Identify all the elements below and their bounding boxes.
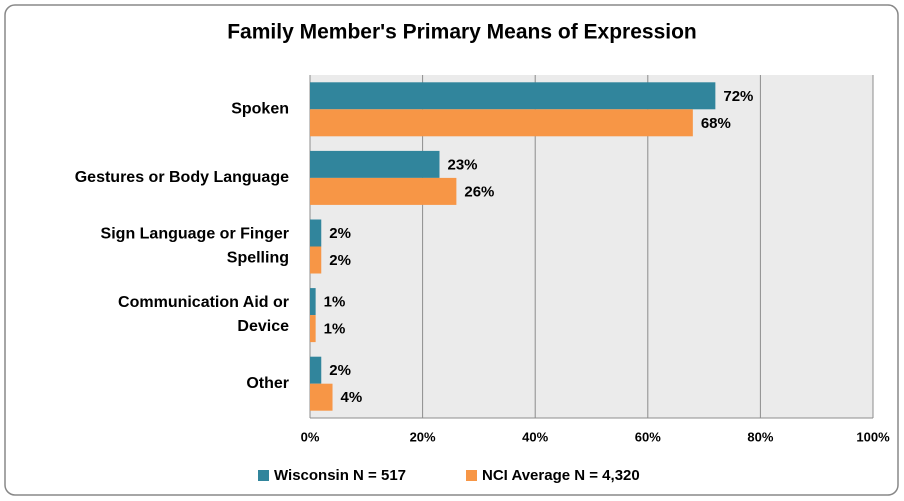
bar <box>310 383 333 411</box>
y-tick-label: Other <box>246 375 289 392</box>
data-label: 2% <box>329 225 351 242</box>
bar <box>310 315 316 343</box>
bar <box>310 150 440 178</box>
data-label: 68% <box>701 115 731 132</box>
x-tick-label: 80% <box>747 429 773 444</box>
bar <box>310 288 316 316</box>
bar <box>310 109 693 137</box>
bar <box>310 219 322 247</box>
y-tick-label: Spoken <box>231 101 289 118</box>
data-label: 1% <box>324 321 346 338</box>
x-tick-label: 40% <box>522 429 548 444</box>
legend-label: NCI Average N = 4,320 <box>482 467 640 484</box>
data-label: 4% <box>341 389 363 406</box>
data-label: 2% <box>329 252 351 269</box>
x-tick-label: 0% <box>301 429 320 444</box>
legend-label: Wisconsin N = 517 <box>274 467 406 484</box>
legend-swatch <box>258 470 269 481</box>
y-tick-label: Gestures or Body Language <box>75 169 289 186</box>
x-tick-label: 60% <box>635 429 661 444</box>
data-label: 72% <box>723 88 753 105</box>
data-label: 23% <box>447 156 477 173</box>
bar <box>310 356 322 384</box>
legend-swatch <box>466 470 477 481</box>
data-label: 2% <box>329 362 351 379</box>
bar <box>310 246 322 274</box>
chart-title: Family Member's Primary Means of Express… <box>227 21 697 44</box>
data-label: 26% <box>464 183 494 200</box>
data-label: 1% <box>324 294 346 311</box>
bar <box>310 82 716 110</box>
x-tick-label: 20% <box>410 429 436 444</box>
y-tick-label: Sign Language or Finger Spelling <box>101 226 289 267</box>
y-tick-label: Communication Aid or Device <box>118 294 289 335</box>
bar <box>310 177 457 205</box>
x-tick-label: 100% <box>856 429 890 444</box>
